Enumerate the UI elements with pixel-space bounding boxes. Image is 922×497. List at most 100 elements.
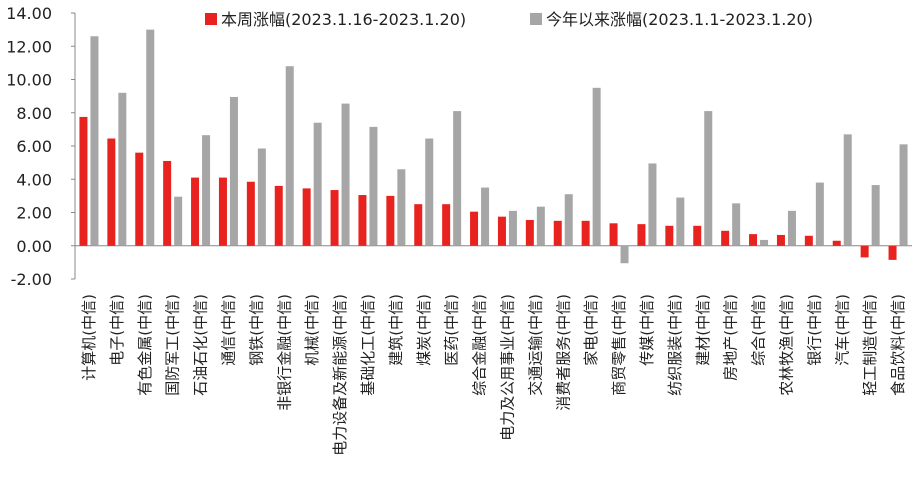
category-label: 石油石化(中信) (192, 294, 210, 396)
category-label: 医药(中信) (443, 294, 461, 366)
category-label: 煤炭(中信) (415, 294, 433, 366)
bar-ytd (481, 187, 490, 246)
y-tick-label: 12.00 (6, 37, 52, 56)
bar-ytd (341, 103, 350, 246)
legend-label-weekly: 本周涨幅(2023.1.16-2023.1.20) (221, 10, 466, 29)
legend-label-ytd: 今年以来涨幅(2023.1.1-2023.1.20) (546, 10, 813, 29)
bar-weekly (497, 216, 506, 246)
bar-ytd (732, 203, 741, 246)
bar-weekly (832, 240, 841, 246)
bar-weekly (665, 225, 674, 246)
bar-ytd (620, 245, 629, 264)
bar-weekly (749, 234, 758, 246)
bar-weekly (414, 204, 423, 246)
y-tick-label: 6.00 (16, 137, 52, 156)
category-label: 建筑(中信) (387, 294, 405, 366)
bar-weekly (776, 234, 785, 246)
category-label: 国防军工(中信) (164, 294, 182, 396)
bar-ytd (397, 169, 406, 246)
bar-ytd (313, 122, 322, 246)
category-label: 有色金属(中信) (136, 294, 154, 396)
category-label: 传媒(中信) (638, 294, 656, 366)
bar-ytd (843, 134, 852, 246)
category-label: 轻工制造(中信) (861, 294, 879, 396)
axis-layer: -2.00 0.00 2.00 4.00 6.00 8.00 10.00 12.00 14.00 (6, 4, 912, 289)
bar-ytd (592, 87, 601, 246)
category-label: 基础化工(中信) (359, 294, 377, 396)
bar-weekly (246, 181, 255, 246)
bar-ytd (564, 194, 573, 246)
bar-ytd (815, 182, 824, 246)
bar-ytd (871, 185, 880, 246)
category-label: 房地产(中信) (722, 294, 740, 381)
bar-weekly (358, 195, 367, 246)
bar-weekly (721, 230, 730, 246)
bar-weekly (330, 190, 339, 246)
category-label: 建材(中信) (694, 294, 712, 366)
y-tick-label: 4.00 (16, 170, 52, 189)
bars-layer (79, 29, 908, 264)
bar-ytd (257, 148, 266, 246)
legend: 本周涨幅(2023.1.16-2023.1.20) 今年以来涨幅(2023.1.… (205, 10, 813, 29)
bar-weekly (693, 225, 702, 246)
bar-weekly (525, 219, 534, 246)
bar-weekly (609, 223, 618, 246)
bar-weekly (888, 245, 897, 260)
bar-weekly (386, 195, 395, 246)
category-label: 综合(中信) (750, 294, 768, 366)
category-label: 钢铁(中信) (247, 294, 265, 366)
category-label: 食品饮料(中信) (889, 294, 907, 396)
bar-ytd (229, 96, 238, 246)
bar-ytd (202, 135, 211, 246)
y-tick-label: 14.00 (6, 4, 52, 23)
category-label: 商贸零售(中信) (610, 294, 628, 396)
bar-ytd (508, 210, 517, 246)
category-labels: 计算机(中信) 电子(中信) 有色金属(中信) 国防军工(中信) 石油石化(中信) 通信(… (80, 294, 907, 456)
bar-weekly (470, 211, 479, 246)
bar-weekly (804, 235, 813, 246)
y-tick-label: 10.00 (6, 71, 52, 90)
bar-weekly (302, 188, 311, 246)
category-label: 电子(中信) (108, 294, 126, 366)
y-tick-label: -2.00 (11, 270, 52, 289)
category-label: 通信(中信) (219, 294, 237, 366)
category-label: 家电(中信) (582, 294, 600, 366)
category-label: 机械(中信) (303, 294, 321, 366)
bar-weekly (135, 152, 144, 246)
category-label: 汽车(中信) (833, 294, 851, 366)
y-tick-label: 0.00 (16, 237, 52, 256)
y-tick-label: 2.00 (16, 204, 52, 223)
bar-ytd (760, 239, 769, 246)
bar-weekly (191, 177, 200, 246)
category-label: 电力及公用事业(中信) (498, 294, 516, 441)
category-label: 综合金融(中信) (471, 294, 489, 396)
bar-ytd (648, 163, 657, 246)
legend-swatch-weekly (205, 13, 217, 25)
bar-ytd (174, 196, 183, 246)
bar-weekly (581, 220, 590, 246)
legend-swatch-ytd (530, 13, 542, 25)
bar-ytd (90, 36, 99, 246)
bar-weekly (163, 160, 172, 246)
category-label: 非银行金融(中信) (275, 294, 293, 411)
category-label: 计算机(中信) (80, 294, 98, 381)
category-label: 电力设备及新能源(中信) (331, 294, 349, 456)
category-label: 消费者服务(中信) (554, 294, 572, 411)
category-label: 农林牧渔(中信) (777, 294, 795, 396)
bar-ytd (704, 111, 713, 246)
y-tick-label: 8.00 (16, 104, 52, 123)
bar-weekly (860, 245, 869, 258)
bar-weekly (218, 177, 227, 246)
category-label: 银行(中信) (805, 294, 823, 366)
bar-ytd (453, 111, 462, 246)
bar-weekly (637, 224, 646, 246)
bar-weekly (79, 116, 88, 246)
bar-ytd (146, 29, 155, 246)
bar-ytd (425, 138, 434, 246)
bar-weekly (107, 138, 116, 246)
bar-ytd (285, 66, 294, 246)
bar-ytd (118, 92, 127, 246)
bar-weekly (442, 204, 451, 246)
